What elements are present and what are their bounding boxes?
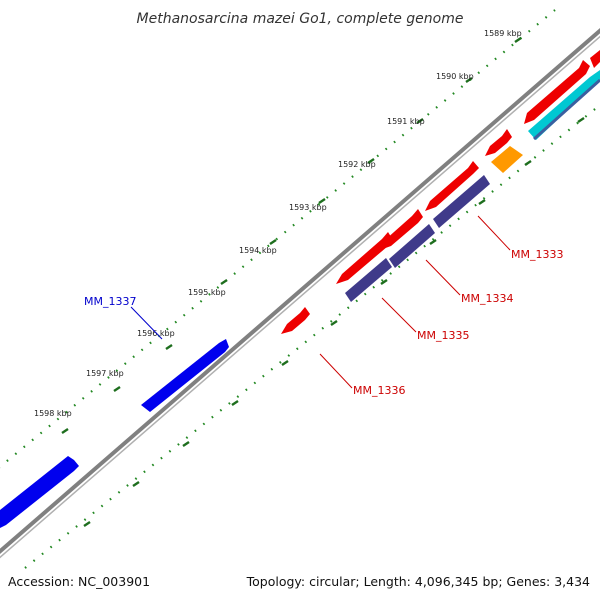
forward-strand-genes: [0, 50, 600, 528]
gene-box-1334: [389, 224, 435, 268]
genome-backbone: [0, 28, 600, 559]
gene-label-mm1337[interactable]: MM_1337: [84, 295, 136, 308]
map-title: Methanosarcina mazei Go1, complete genom…: [137, 11, 464, 27]
gene-arrow-1589: [590, 50, 600, 68]
scale-label-1594: 1594 kbp: [239, 246, 277, 255]
scale-label-1593: 1593 kbp: [289, 203, 327, 212]
gene-arrow-1591: [485, 129, 512, 156]
gene-leader-lines: [130, 215, 511, 389]
scale-label-1590: 1590 kbp: [436, 72, 474, 81]
gene-box-1335: [345, 258, 392, 302]
accession-text: Accession: NC_003901: [8, 574, 150, 589]
scale-label-1589: 1589 kbp: [484, 29, 522, 38]
gene-label-mm1336[interactable]: MM_1336: [353, 384, 405, 397]
scale-label-1592: 1592 kbp: [338, 160, 376, 169]
gene-label-mm1334[interactable]: MM_1334: [461, 292, 513, 305]
scale-label-1598: 1598 kbp: [34, 409, 72, 418]
scale-label-1595: 1595 kbp: [188, 288, 226, 297]
gene-box-1333: [433, 175, 490, 228]
gene-label-mm1335[interactable]: MM_1335: [417, 329, 469, 342]
gene-arrow-1596-blue: [141, 339, 229, 412]
gene-arrow-1594: [336, 232, 393, 284]
scale-label-1597: 1597 kbp: [86, 369, 124, 378]
gene-box-orange: [491, 146, 523, 173]
gene-box-cyan: [528, 70, 600, 140]
scale-label-1596: 1596 kbp: [137, 329, 175, 338]
genome-summary-text: Topology: circular; Length: 4,096,345 bp…: [246, 574, 590, 589]
gene-labels: MM_1333 MM_1334 MM_1335 MM_1336 MM_1337: [84, 248, 563, 397]
gene-label-mm1333[interactable]: MM_1333: [511, 248, 563, 261]
scale-label-1591: 1591 kbp: [387, 117, 425, 126]
gene-arrow-1592: [425, 161, 479, 211]
gene-arrow-1595: [281, 307, 310, 334]
reverse-strand-genes: [345, 70, 600, 302]
gene-arrow-1590: [524, 60, 590, 124]
inner-scale-track: [24, 104, 600, 569]
scale-labels: 1589 kbp 1590 kbp 1591 kbp 1592 kbp 1593…: [34, 29, 522, 418]
gene-arrow-1598-blue: [0, 456, 79, 528]
scale-major-ticks: [61, 37, 585, 527]
